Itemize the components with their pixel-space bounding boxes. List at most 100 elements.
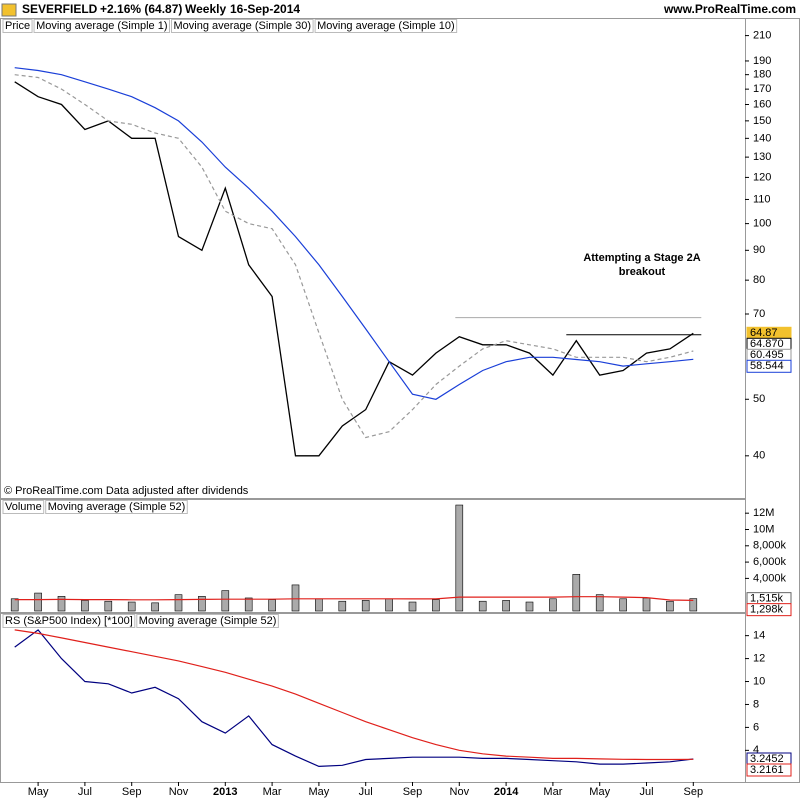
last-value-box <box>746 603 792 617</box>
volume-bar <box>549 598 557 612</box>
y-tick-label: 12 <box>753 652 765 664</box>
x-tick-label: Sep <box>122 786 142 798</box>
y-tick-label: 110 <box>753 193 771 205</box>
y-tick-label: 80 <box>753 274 765 286</box>
y-tick-label: 10 <box>753 675 765 687</box>
legend-entry: RS (S&P500 Index) [*100] <box>5 615 133 627</box>
x-tick-label: Jul <box>78 786 92 798</box>
volume-bar <box>268 599 276 612</box>
y-tick-label: 140 <box>753 132 771 144</box>
y-tick-label: 100 <box>753 218 771 230</box>
change: +2.16% (64.87) <box>100 2 182 16</box>
legend-entry: Moving average (Simple 1) <box>36 20 167 32</box>
legend-entry: Moving average (Simple 52) <box>48 501 186 513</box>
x-tick-label: May <box>589 786 610 798</box>
volume-bar <box>151 602 159 612</box>
x-tick-label: Nov <box>450 786 470 798</box>
legend-box <box>2 614 136 628</box>
y-tick-label: 8 <box>753 698 759 710</box>
y-tick-label: 6,000k <box>753 556 787 568</box>
volume-bar <box>291 584 300 612</box>
volume-bar <box>57 596 66 612</box>
x-tick-label: 2014 <box>494 786 519 798</box>
symbol: SEVERFIELD <box>22 2 98 16</box>
legend-box <box>171 19 314 33</box>
x-tick-label: May <box>28 786 49 798</box>
y-tick-label: 50 <box>753 393 765 405</box>
volume-bar <box>408 601 417 612</box>
x-tick-label: Sep <box>403 786 423 798</box>
y-tick-label: 6 <box>753 721 759 733</box>
annotation: Attempting a Stage 2A <box>583 252 700 264</box>
volume-bar <box>642 597 651 612</box>
legend-box <box>33 19 171 33</box>
volume-bar <box>244 597 253 612</box>
volume-bar <box>127 601 136 612</box>
volume-bar <box>619 598 627 612</box>
legend-entry: Moving average (Simple 10) <box>317 20 455 32</box>
legend-box <box>136 614 279 628</box>
x-tick-label: May <box>309 786 330 798</box>
volume-bar <box>502 600 510 612</box>
last-value-label: 1,515k <box>750 593 784 605</box>
symbol-icon <box>1 3 17 17</box>
y-tick-label: 170 <box>753 83 771 95</box>
x-tick-label: Jul <box>359 786 373 798</box>
series-line <box>14 81 694 457</box>
legend-entry: Moving average (Simple 30) <box>174 20 312 32</box>
y-tick-label: 160 <box>753 98 771 110</box>
y-tick-label: 8,000k <box>753 540 787 552</box>
y-tick-label: 70 <box>753 308 765 320</box>
series-line <box>14 596 694 601</box>
last-value-box <box>746 359 792 373</box>
footer: © ProRealTime.com Data adjusted after di… <box>4 485 249 497</box>
volume-bar <box>595 594 604 612</box>
y-tick-label: 14 <box>753 630 765 642</box>
y-tick-label: 130 <box>753 151 771 163</box>
x-tick-label: Mar <box>263 786 282 798</box>
volume-bar <box>198 596 206 612</box>
volume-bar <box>10 598 19 612</box>
volume-bar <box>455 504 464 612</box>
last-value-box <box>746 763 792 777</box>
legend-entry: Price <box>5 20 30 32</box>
volume-bar <box>221 590 230 612</box>
volume-bar <box>689 598 698 612</box>
period: Weekly <box>185 2 226 16</box>
y-tick-label: 120 <box>753 171 771 183</box>
legend-entry: Volume <box>5 501 42 513</box>
volume-bar <box>315 598 323 612</box>
x-tick-label: Nov <box>169 786 189 798</box>
y-tick-label: 90 <box>753 244 765 256</box>
annotation: breakout <box>619 266 666 278</box>
volume-bar <box>81 600 89 612</box>
x-tick-label: Mar <box>543 786 562 798</box>
last-value-label: 3.2452 <box>750 753 784 765</box>
volume-bar <box>432 599 440 612</box>
last-value-label: 60.495 <box>750 349 784 361</box>
volume-bar <box>174 594 183 612</box>
volume-bar <box>572 574 581 612</box>
legend-entry: Moving average (Simple 52) <box>139 615 277 627</box>
y-tick-label: 4 <box>753 744 759 756</box>
last-value-label: 64.870 <box>750 338 784 350</box>
legend-box <box>2 19 33 33</box>
x-tick-label: Sep <box>684 786 704 798</box>
x-tick-label: 2013 <box>213 786 237 798</box>
legend-box <box>45 500 188 514</box>
last-value-label: 58.544 <box>750 360 784 372</box>
volume-bar <box>361 600 370 612</box>
y-tick-label: 10M <box>753 523 774 535</box>
volume-bar <box>104 600 113 612</box>
y-tick-label: 150 <box>753 115 771 127</box>
legend-box <box>2 500 45 514</box>
date: 16-Sep-2014 <box>230 2 300 16</box>
y-tick-label: 210 <box>753 30 771 42</box>
x-tick-label: Jul <box>639 786 653 798</box>
series-line <box>14 67 694 400</box>
y-tick-label: 4,000k <box>753 572 787 584</box>
volume-bar <box>385 598 393 612</box>
series-line <box>14 629 694 768</box>
y-tick-label: 180 <box>753 69 771 81</box>
